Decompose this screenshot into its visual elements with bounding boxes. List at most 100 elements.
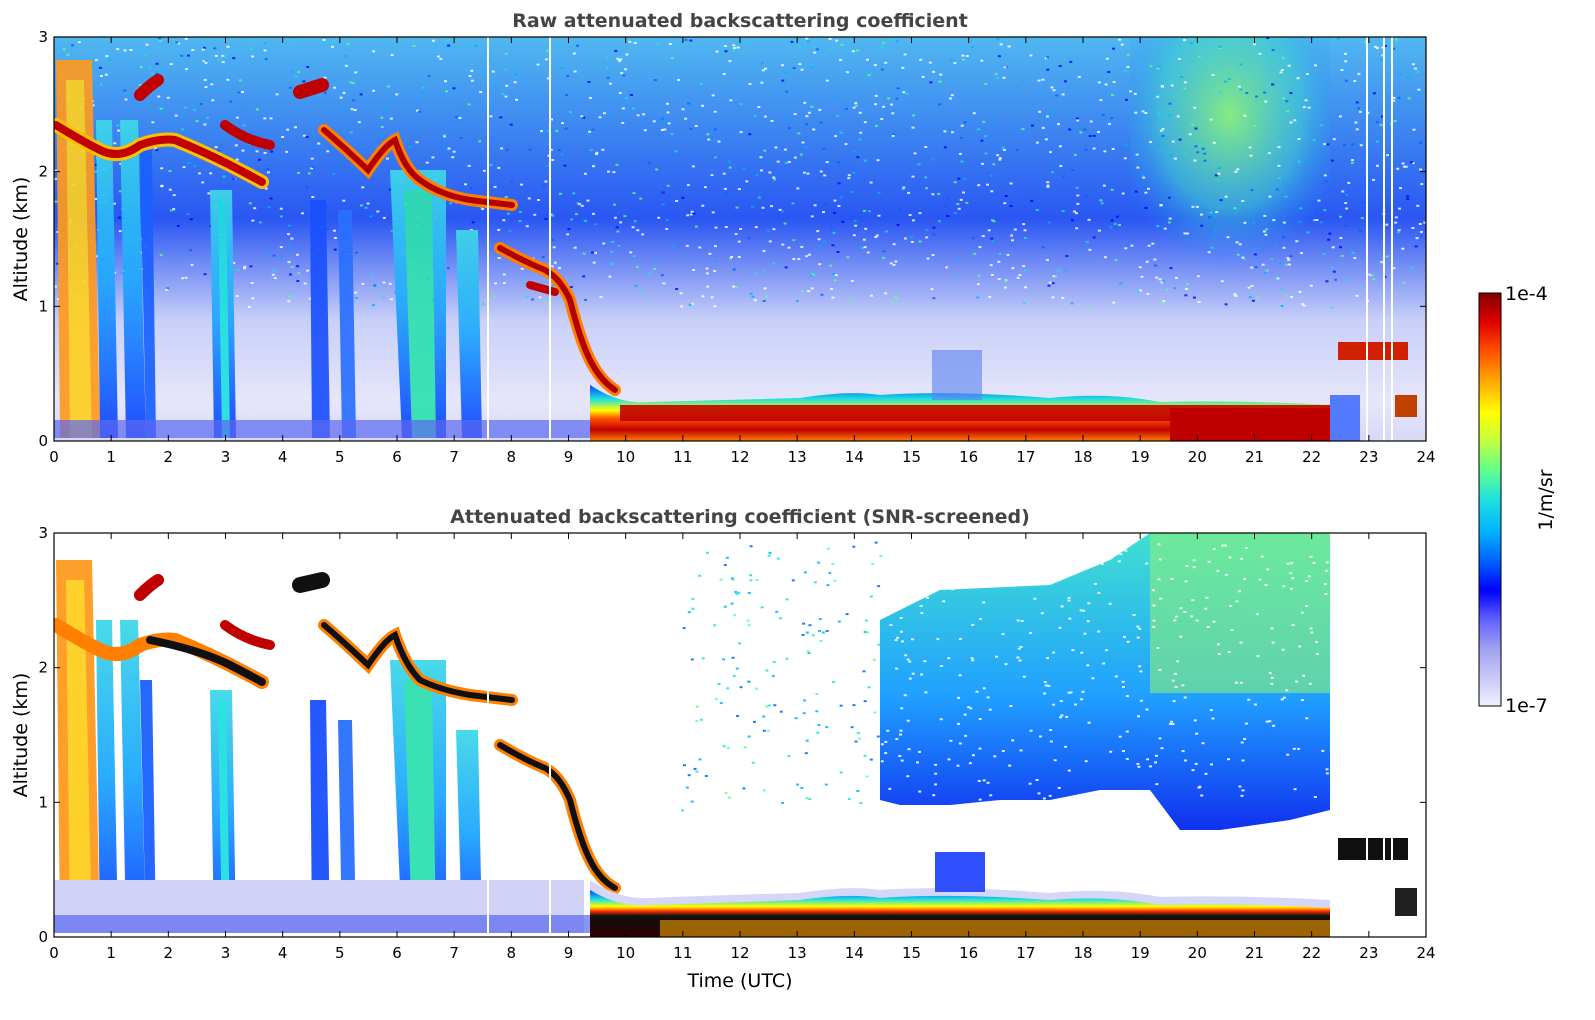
raw-speckle-pixel — [237, 91, 241, 94]
raw-speckle-pixel — [1330, 159, 1334, 162]
raw-speckle-pixel — [288, 86, 292, 89]
raw-speckle-pixel — [987, 229, 991, 232]
raw-speckle-pixel — [94, 198, 98, 200]
raw-speckle-pixel — [198, 172, 201, 175]
raw-speckle-pixel — [792, 239, 796, 242]
raw-speckle-pixel — [1380, 58, 1383, 61]
raw-speckle-pixel — [1341, 190, 1345, 193]
raw-speckle-pixel — [818, 108, 822, 111]
raw-speckle-pixel — [1219, 199, 1223, 202]
raw-speckle-pixel — [267, 206, 271, 209]
raw-speckle-pixel — [381, 296, 385, 299]
screened-speckle-pixel — [880, 743, 884, 746]
screened-speckle-pixel — [1001, 633, 1005, 636]
raw-speckle-pixel — [1162, 300, 1166, 303]
raw-speckle-pixel — [996, 154, 1000, 157]
raw-speckle-pixel — [497, 228, 501, 231]
raw-speckle-pixel — [119, 162, 123, 165]
raw-green-patch — [1130, 37, 1330, 297]
raw-speckle-pixel — [1084, 148, 1088, 151]
raw-speckle-pixel — [984, 83, 988, 85]
raw-speckle-pixel — [829, 264, 833, 267]
screened-speckle-pixel — [787, 755, 791, 758]
screened-speckle-pixel — [1102, 662, 1106, 665]
screened-speckle-pixel — [1086, 664, 1090, 667]
raw-speckle-pixel — [805, 255, 809, 258]
raw-speckle-pixel — [662, 119, 665, 122]
raw-speckle-pixel — [714, 245, 717, 248]
raw-speckle-pixel — [1263, 91, 1267, 94]
raw-speckle-pixel — [1218, 45, 1222, 48]
raw-speckle-pixel — [831, 296, 835, 299]
raw-speckle-pixel — [306, 66, 310, 68]
raw-speckle-pixel — [957, 207, 961, 210]
screened-ylabel: Altitude (km) — [10, 673, 32, 798]
screened-speckle-pixel — [1118, 735, 1122, 738]
screened-speckle-pixel — [1158, 737, 1162, 740]
raw-speckle-pixel — [297, 272, 301, 275]
raw-speckle-pixel — [171, 209, 175, 212]
raw-speckle-pixel — [238, 79, 242, 82]
raw-speckle-pixel — [1145, 260, 1149, 263]
raw-speckle-pixel — [745, 180, 749, 183]
screened-speckle-pixel — [856, 790, 860, 792]
raw-speckle-pixel — [576, 202, 580, 205]
screened-speckle-pixel — [895, 667, 899, 670]
raw-speckle-pixel — [551, 238, 555, 241]
raw-speckle-pixel — [840, 43, 844, 46]
screened-speckle-pixel — [1084, 548, 1088, 551]
raw-speckle-pixel — [389, 188, 393, 191]
raw-speckle-pixel — [639, 290, 642, 293]
raw-speckle-pixel — [688, 303, 692, 306]
raw-speckle-pixel — [636, 229, 640, 232]
raw-speckle-pixel — [1278, 262, 1282, 265]
raw-speckle-pixel — [1385, 223, 1389, 226]
screened-speckle-pixel — [1058, 626, 1062, 629]
screened-speckle-pixel — [728, 796, 732, 799]
raw-speckle-pixel — [1243, 221, 1247, 224]
screened-speckle-pixel — [845, 613, 849, 616]
raw-speckle-pixel — [905, 92, 909, 95]
raw-speckle-pixel — [311, 196, 315, 198]
raw-speckle-pixel — [1419, 235, 1423, 238]
raw-speckle-pixel — [1207, 251, 1211, 254]
screened-speckle-pixel — [968, 762, 972, 765]
raw-speckle-pixel — [847, 174, 851, 177]
screened-speckle-pixel — [831, 563, 835, 566]
screened-ytick-label: 3 — [38, 524, 48, 542]
screened-speckle-pixel — [1245, 547, 1249, 549]
raw-speckle-pixel — [281, 136, 285, 138]
screened-gaps — [487, 533, 1393, 937]
raw-speckle-pixel — [1070, 302, 1074, 305]
raw-speckle-pixel — [1038, 110, 1042, 113]
raw-speckle-pixel — [1321, 145, 1325, 148]
raw-speckle-pixel — [1200, 213, 1203, 216]
raw-speckle-pixel — [1302, 304, 1306, 307]
raw-speckle-pixel — [193, 165, 197, 167]
raw-speckle-pixel — [732, 268, 736, 271]
raw-speckle-pixel — [209, 172, 213, 175]
raw-speckle-pixel — [294, 126, 297, 129]
screened-speckle-pixel — [951, 588, 955, 591]
raw-ytick-label: 3 — [38, 28, 48, 46]
raw-speckle-pixel — [502, 273, 506, 276]
raw-speckle-pixel — [506, 212, 510, 215]
raw-speckle-pixel — [560, 66, 564, 69]
raw-speckle-pixel — [615, 226, 619, 229]
raw-speckle-pixel — [1059, 165, 1063, 167]
raw-speckle-pixel — [633, 220, 637, 223]
raw-speckle-pixel — [689, 39, 693, 42]
raw-speckle-pixel — [270, 150, 274, 153]
raw-speckle-pixel — [439, 57, 443, 60]
raw-speckle-pixel — [235, 116, 239, 119]
raw-speckle-pixel — [986, 183, 989, 186]
raw-speckle-pixel — [977, 274, 981, 277]
screened-speckle-pixel — [818, 630, 821, 632]
screened-speckle-pixel — [714, 698, 718, 701]
raw-speckle-pixel — [834, 274, 838, 277]
raw-speckle-pixel — [1285, 295, 1289, 297]
raw-speckle-pixel — [1224, 303, 1228, 306]
raw-speckle-pixel — [739, 131, 743, 134]
raw-speckle-pixel — [677, 79, 680, 81]
raw-speckle-pixel — [1146, 292, 1150, 295]
